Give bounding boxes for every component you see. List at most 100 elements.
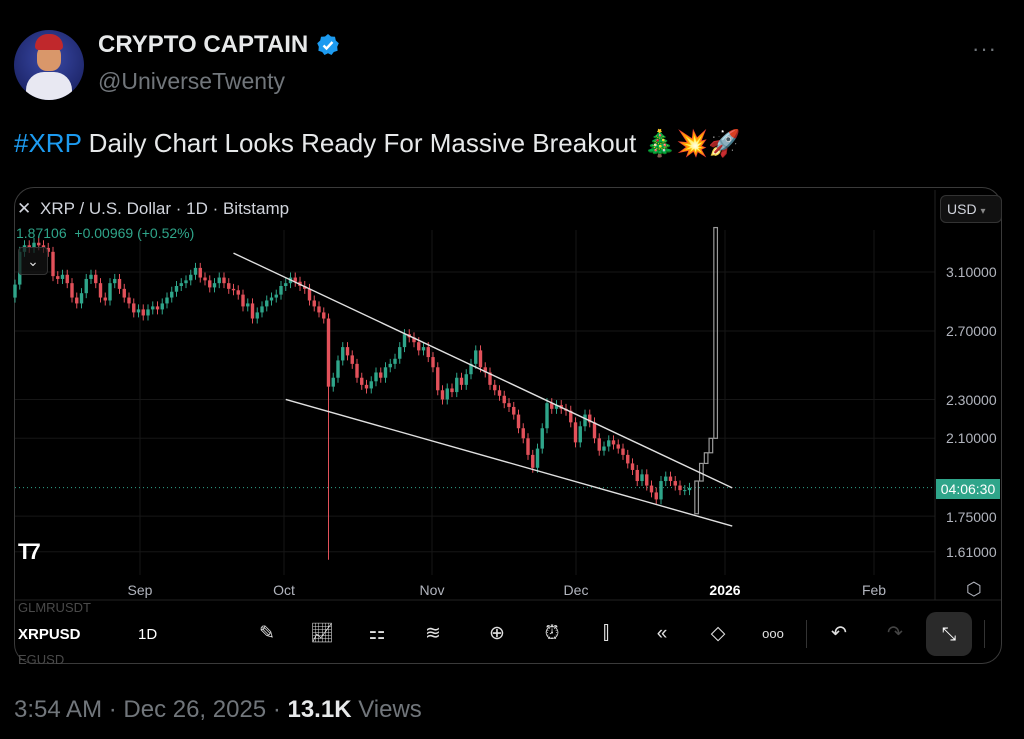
- candle-body: [507, 403, 511, 407]
- indicators-icon[interactable]: 📈︎: [309, 623, 335, 644]
- candle-body: [94, 274, 98, 284]
- candle-body: [455, 377, 459, 393]
- candle-body: [350, 355, 354, 364]
- candle-body: [630, 463, 635, 470]
- candle-body: [521, 428, 525, 439]
- exit-fullscreen-icon[interactable]: ⤡: [926, 612, 972, 656]
- ellipsis-icon[interactable]: ···: [972, 36, 997, 61]
- layout-grid-icon[interactable]: ⚏: [368, 623, 386, 644]
- candle-body: [193, 267, 198, 275]
- candle-body: [664, 476, 668, 482]
- candle-body: [683, 490, 687, 492]
- candle-body: [122, 288, 126, 298]
- candle-body: [450, 388, 454, 393]
- currency-value: USD: [947, 201, 977, 217]
- patterns-icon[interactable]: ≋: [425, 623, 441, 644]
- ghost-symbol-above: GLMRUSDT: [18, 600, 91, 615]
- projection-candle: [713, 226, 719, 439]
- author-name[interactable]: CRYPTO CAPTAIN: [98, 31, 340, 59]
- candle-body: [417, 342, 421, 351]
- candle-body: [269, 297, 274, 301]
- y-tick: 2.30000: [946, 392, 997, 408]
- candle-body: [531, 454, 535, 468]
- currency-select[interactable]: USD ▾: [940, 195, 1002, 223]
- candle-body: [117, 278, 122, 289]
- candle-body: [41, 245, 46, 248]
- candle-body: [464, 374, 468, 385]
- candle-body: [398, 347, 402, 359]
- trendline: [233, 252, 733, 489]
- candle-body: [27, 245, 31, 248]
- candle-body: [141, 309, 145, 316]
- timestamp[interactable]: 3:54 AM · Dec 26, 2025 ·: [14, 696, 288, 723]
- hashtag-link[interactable]: #XRP: [14, 128, 82, 158]
- author-name-text[interactable]: CRYPTO CAPTAIN: [98, 31, 309, 58]
- candle-body: [70, 283, 74, 298]
- trendline: [285, 398, 733, 527]
- settings-icon[interactable]: ⬡: [966, 579, 982, 599]
- y-tick: 1.61000: [946, 544, 997, 560]
- candle-body: [108, 283, 112, 301]
- candle-body: [364, 384, 369, 389]
- candle-body: [13, 284, 17, 298]
- avatar[interactable]: [14, 30, 84, 100]
- candle-body: [246, 303, 250, 307]
- candle-body: [426, 347, 430, 358]
- author-handle[interactable]: @UniverseTwenty: [98, 68, 285, 94]
- candle-body: [265, 300, 269, 307]
- candle-body: [103, 297, 107, 301]
- candle-body: [98, 283, 103, 298]
- candle-body: [459, 377, 464, 385]
- candle-body: [84, 278, 88, 294]
- candle-body: [155, 306, 160, 310]
- countdown-label: 04:06:30: [936, 479, 1000, 499]
- x-tick: Feb: [861, 582, 887, 598]
- last-price: 1.87106: [16, 225, 67, 241]
- candle-body: [345, 347, 350, 356]
- candle-body: [578, 426, 582, 443]
- candle-body: [474, 350, 478, 364]
- candle-body: [569, 410, 573, 423]
- candle-body: [208, 280, 212, 288]
- more-icon[interactable]: ooo: [762, 626, 784, 641]
- candle-body: [602, 446, 606, 451]
- alarm-icon[interactable]: ⏰︎: [544, 623, 560, 644]
- candle-body: [170, 291, 174, 298]
- candle-body: [540, 428, 544, 449]
- candle-body: [668, 476, 673, 482]
- add-icon[interactable]: ⊕: [489, 623, 505, 644]
- candle-body: [151, 306, 155, 310]
- candle-body: [75, 297, 79, 304]
- candle-body: [488, 372, 492, 385]
- candle-body: [56, 276, 60, 279]
- symbol-button[interactable]: XRPUSD: [18, 626, 81, 643]
- candle-body: [440, 390, 445, 400]
- toolbar-divider: [984, 620, 985, 648]
- pencil-icon[interactable]: ✎: [259, 623, 275, 644]
- undo-icon[interactable]: ↶: [831, 623, 847, 644]
- redo-icon[interactable]: ↷: [887, 623, 903, 644]
- close-icon[interactable]: ✕: [17, 199, 32, 218]
- candle-body: [227, 283, 231, 289]
- candle-body: [331, 377, 335, 387]
- candle-body: [478, 350, 483, 368]
- interval-button[interactable]: 1D: [138, 626, 158, 643]
- candle-body: [616, 444, 620, 449]
- verified-badge-icon: [317, 34, 340, 55]
- candle-body: [388, 363, 392, 368]
- candle-body: [146, 309, 150, 316]
- chart-card[interactable]: [14, 187, 1002, 664]
- candle-body: [260, 306, 264, 313]
- candle-body: [635, 469, 639, 482]
- replay-icon[interactable]: «: [656, 623, 668, 644]
- candle-body: [621, 448, 625, 455]
- candle-body: [160, 303, 164, 310]
- candle-body: [545, 403, 549, 429]
- candle-body: [217, 277, 221, 284]
- chevron-down-icon[interactable]: ⌄: [18, 247, 48, 275]
- layers-icon[interactable]: ◇: [710, 623, 726, 644]
- candles-icon[interactable]: ⫿: [602, 623, 610, 644]
- toolbar-divider: [806, 620, 807, 648]
- x-tick: Sep: [127, 582, 153, 598]
